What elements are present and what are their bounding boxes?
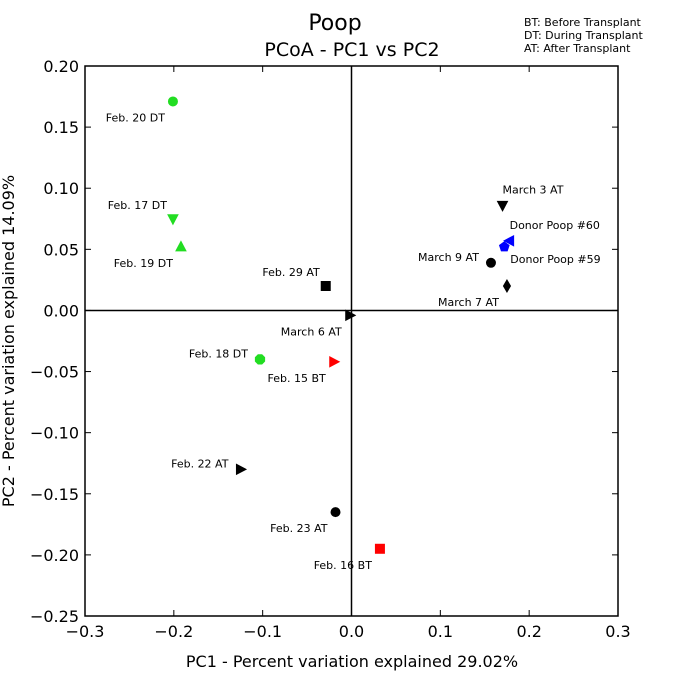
marker-circle xyxy=(167,96,178,107)
x-axis-label: PC1 - Percent variation explained 29.02% xyxy=(186,652,518,671)
marker-pentagon xyxy=(498,241,510,252)
data-point: March 7 AT xyxy=(438,279,512,309)
marker-triangle-down xyxy=(167,214,179,226)
data-point: Feb. 15 BT xyxy=(267,355,341,385)
data-point: Feb. 20 DT xyxy=(106,96,178,124)
data-point: Feb. 16 BT xyxy=(314,543,385,572)
data-point: Feb. 17 DT xyxy=(108,199,179,226)
data-point-label: Feb. 19 DT xyxy=(114,257,173,270)
data-points: Feb. 20 DT Feb. 17 DT Feb. 19 DT Feb. 29 AT… xyxy=(106,96,601,572)
data-point: March 6 AT xyxy=(281,309,357,338)
data-point-label: Donor Poop #59 xyxy=(510,253,600,266)
data-point-label: Feb. 16 BT xyxy=(314,559,373,572)
axis-ticks: −0.3 −0.2 −0.1 0.0 0.1 0.2 0.3 0.20 0.15 0.10 0.05… xyxy=(30,57,631,641)
y-tick-label: 0.00 xyxy=(43,301,79,320)
data-point-label: March 3 AT xyxy=(503,183,564,196)
chart-subtitle: PCoA - PC1 vs PC2 xyxy=(264,39,439,61)
x-tick-label: −0.1 xyxy=(243,622,282,641)
data-point: Feb. 22 AT xyxy=(171,457,248,476)
marker-circle xyxy=(485,257,496,268)
data-point-label: Feb. 23 AT xyxy=(270,522,328,535)
marker-octagon xyxy=(254,354,266,365)
plot-area xyxy=(84,65,619,617)
data-point: Feb. 19 DT xyxy=(114,240,187,270)
x-tick-label: −0.3 xyxy=(66,622,105,641)
y-tick-label: −0.05 xyxy=(30,363,79,382)
x-tick-label: −0.2 xyxy=(154,622,193,641)
x-tick-label: 0.1 xyxy=(428,622,453,641)
y-tick-label: 0.15 xyxy=(43,118,79,137)
data-point: Donor Poop #59 xyxy=(498,241,601,266)
chart-title: Poop xyxy=(308,11,361,36)
y-tick-label: 0.20 xyxy=(43,57,79,76)
marker-triangle-down xyxy=(496,200,509,212)
y-tick-label: 0.05 xyxy=(43,240,79,259)
x-tick-label: 0.0 xyxy=(339,622,364,641)
y-axis-label: PC2 - Percent variation explained 14.09% xyxy=(0,175,18,507)
x-tick-label: 0.2 xyxy=(516,622,541,641)
y-tick-label: −0.10 xyxy=(30,424,79,443)
x-tick-label: 0.3 xyxy=(605,622,630,641)
marker-square xyxy=(320,281,331,291)
data-point-label: Feb. 20 DT xyxy=(106,111,165,124)
data-point: March 3 AT xyxy=(496,183,564,212)
marker-circle xyxy=(330,507,341,518)
data-point-label: Feb. 29 AT xyxy=(262,266,320,279)
data-point-label: March 7 AT xyxy=(438,296,499,309)
marker-diamond xyxy=(502,279,512,293)
y-tick-label: 0.10 xyxy=(43,179,79,198)
data-point-label: March 6 AT xyxy=(281,325,342,338)
data-point-label: Donor Poop #60 xyxy=(510,219,600,232)
y-tick-label: −0.15 xyxy=(30,485,79,504)
data-point-label: Feb. 18 DT xyxy=(189,347,248,360)
data-point-label: Feb. 17 DT xyxy=(108,199,167,212)
marker-square xyxy=(374,543,385,554)
y-tick-label: −0.25 xyxy=(30,607,79,626)
data-point: Donor Poop #60 xyxy=(503,219,600,247)
legend-entry: BT: Before Transplant xyxy=(524,16,642,29)
marker-triangle-right xyxy=(235,463,248,476)
data-point: March 9 AT xyxy=(418,251,496,268)
y-tick-label: −0.20 xyxy=(30,546,79,565)
data-point: Feb. 18 DT xyxy=(189,347,266,365)
legend-entry: AT: After Transplant xyxy=(524,42,631,55)
marker-triangle-left xyxy=(503,234,515,247)
data-point: Feb. 23 AT xyxy=(270,507,341,535)
data-point-label: Feb. 22 AT xyxy=(171,457,229,470)
marker-triangle-right xyxy=(329,355,341,368)
legend-entry: DT: During Transplant xyxy=(524,29,643,42)
marker-triangle-right xyxy=(345,309,357,322)
data-point-label: Feb. 15 BT xyxy=(267,372,326,385)
data-point: Feb. 29 AT xyxy=(262,266,331,291)
data-point-label: March 9 AT xyxy=(418,251,479,264)
marker-triangle-up xyxy=(175,240,187,252)
